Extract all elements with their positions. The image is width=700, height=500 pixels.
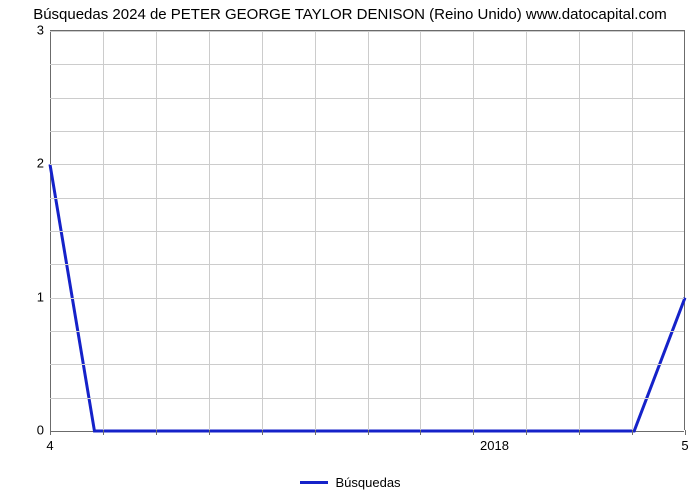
y-tick-label: 3 — [14, 23, 44, 38]
y-tick-label: 1 — [14, 289, 44, 304]
vgrid-line — [262, 31, 263, 430]
legend-swatch — [300, 481, 328, 484]
x-tick-mark — [632, 430, 633, 435]
x-tick-mark — [156, 430, 157, 435]
vgrid-line — [579, 31, 580, 430]
line-chart: Búsquedas 2024 de PETER GEORGE TAYLOR DE… — [0, 0, 700, 500]
legend: Búsquedas — [300, 475, 401, 490]
x-tick-mark — [526, 430, 527, 435]
x-tick-mark — [315, 430, 316, 435]
vgrid-line — [368, 31, 369, 430]
x-tick-label: 5 — [681, 438, 688, 453]
legend-label: Búsquedas — [336, 475, 401, 490]
x-tick-mark — [420, 430, 421, 435]
x-tick-label: 2018 — [480, 438, 509, 453]
vgrid-line — [156, 31, 157, 430]
vgrid-line — [526, 31, 527, 430]
x-tick-label: 4 — [46, 438, 53, 453]
vgrid-line — [315, 31, 316, 430]
y-tick-label: 2 — [14, 156, 44, 171]
x-tick-mark — [50, 430, 51, 435]
x-tick-mark — [685, 430, 686, 435]
y-tick-label: 0 — [14, 423, 44, 438]
x-tick-mark — [579, 430, 580, 435]
plot-area — [50, 30, 685, 430]
vgrid-line — [632, 31, 633, 430]
x-tick-mark — [209, 430, 210, 435]
x-tick-mark — [473, 430, 474, 435]
x-tick-mark — [103, 430, 104, 435]
x-tick-mark — [368, 430, 369, 435]
vgrid-line — [420, 31, 421, 430]
vgrid-line — [209, 31, 210, 430]
chart-title: Búsquedas 2024 de PETER GEORGE TAYLOR DE… — [0, 6, 700, 23]
vgrid-line — [103, 31, 104, 430]
x-tick-mark — [262, 430, 263, 435]
vgrid-line — [473, 31, 474, 430]
